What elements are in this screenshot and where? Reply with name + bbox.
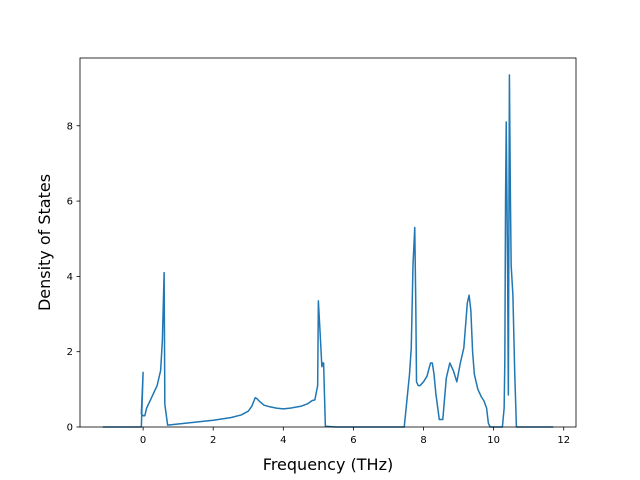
y-axis-ticks: 0 2 4 6 8 — [67, 121, 80, 434]
y-axis-label: Density of States — [35, 174, 54, 311]
x-tick-label: 0 — [140, 435, 146, 446]
axes-frame — [79, 57, 577, 428]
x-tick-label: 10 — [487, 435, 500, 446]
x-tick-label: 12 — [557, 435, 570, 446]
y-tick-label: 0 — [67, 423, 73, 434]
x-tick-label: 8 — [420, 435, 426, 446]
dos-series-line — [102, 74, 554, 428]
y-tick-label: 6 — [67, 197, 73, 208]
y-tick-label: 8 — [67, 121, 73, 132]
y-tick-label: 4 — [67, 272, 73, 283]
x-tick-label: 4 — [280, 435, 286, 446]
x-axis-label: Frequency (THz) — [263, 455, 393, 474]
x-axis-ticks: 0 2 4 6 8 10 12 — [140, 427, 570, 446]
plot-area — [102, 74, 554, 428]
y-tick-label: 2 — [67, 347, 73, 358]
x-tick-label: 2 — [210, 435, 216, 446]
x-tick-label: 6 — [350, 435, 356, 446]
